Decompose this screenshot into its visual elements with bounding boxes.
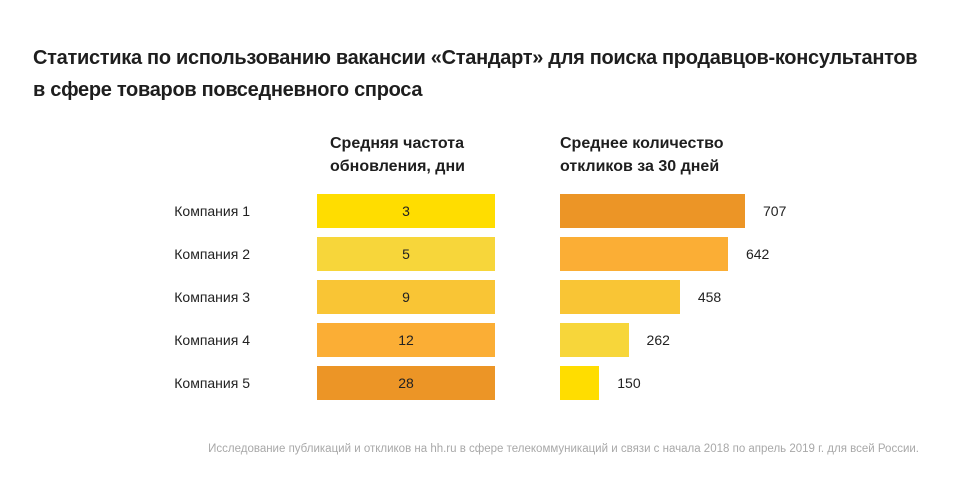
right-bar — [560, 366, 600, 400]
right-bar-value: 150 — [617, 375, 641, 391]
left-bar-value: 12 — [398, 332, 414, 348]
right-column-header: Среднее количество откликов за 30 дней — [560, 132, 724, 178]
left-bar-value: 3 — [402, 203, 410, 219]
left-bar: 3 — [317, 194, 495, 228]
left-header-line-2: обновления, дни — [330, 158, 465, 175]
left-bar: 9 — [317, 280, 495, 314]
left-bar-value: 9 — [402, 289, 410, 305]
left-column-header: Средняя частота обновления, дни — [330, 132, 465, 178]
title-line-1: Статистика по использованию вакансии «Ст… — [33, 47, 918, 69]
right-header-line-2: откликов за 30 дней — [560, 158, 720, 175]
left-bar-value: 28 — [398, 375, 414, 391]
category-label: Компания 4 — [174, 332, 250, 348]
right-bar-value: 642 — [745, 246, 770, 262]
right-bar-value: 458 — [697, 289, 722, 305]
right-bar — [560, 323, 629, 357]
left-bar: 12 — [317, 323, 495, 357]
right-bar-value: 262 — [646, 332, 670, 348]
right-bar — [560, 194, 745, 228]
title-line-2: в сфере товаров повседневного спроса — [33, 79, 423, 101]
right-header-line-1: Среднее количество — [560, 135, 724, 152]
category-label: Компания 1 — [174, 203, 250, 219]
right-bar-value: 707 — [763, 203, 787, 219]
left-bar: 28 — [317, 366, 495, 400]
right-bar — [560, 280, 680, 314]
right-bar — [560, 237, 728, 271]
category-label: Компания 5 — [174, 375, 250, 391]
left-bar-value: 5 — [402, 246, 410, 262]
left-header-line-1: Средняя частота — [330, 135, 464, 152]
category-label: Компания 2 — [174, 246, 250, 262]
left-bar: 5 — [317, 237, 495, 271]
footnote: Исследование публикаций и откликов на hh… — [208, 443, 919, 455]
category-label: Компания 3 — [174, 289, 250, 305]
chart-title: Статистика по использованию вакансии «Ст… — [33, 42, 918, 106]
